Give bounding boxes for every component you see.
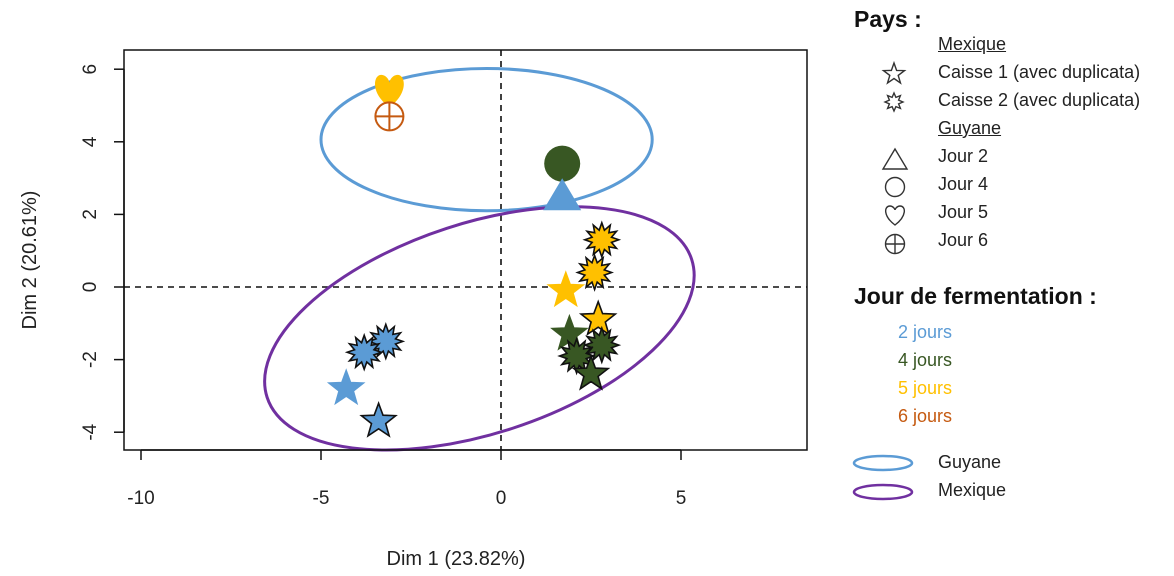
point-star-12 (571, 353, 611, 391)
point-burst-6 (575, 253, 614, 292)
pca-plot: -10 -5 0 5 6 4 2 0 -2 -4 Dim 1 (23.82%) Dim 2 (2… (19, 49, 808, 570)
ellipse-mexique (263, 205, 696, 452)
circle-outline-icon (884, 176, 906, 198)
triangle-outline-icon (881, 147, 909, 170)
y-tick-label: -4 (80, 423, 101, 440)
y-tick-label: 0 (80, 282, 101, 293)
legend-ellipse-mexique: Mexique (938, 480, 1007, 500)
x-axis-label: Dim 1 (23.82%) (387, 548, 526, 570)
legend-4-jours: 4 jours (898, 350, 953, 370)
plot-frame (123, 49, 808, 451)
point-burst-14 (344, 332, 384, 372)
point-burst-5 (582, 220, 622, 260)
legend-ellipse-guyane: Guyane (938, 452, 1002, 472)
point-star-15 (326, 368, 366, 406)
legend-mexique-subtitle: Mexique (938, 34, 1007, 54)
point-circle-3 (544, 145, 581, 182)
reference-lines (124, 50, 807, 450)
y-tick-label: -2 (80, 351, 101, 368)
legend-guyane-subtitle: Guyane (938, 118, 1002, 138)
point-star-7 (546, 270, 586, 308)
legend-2-jours: 2 jours (898, 322, 953, 342)
legend-fermentation-title: Jour de fermentation : (854, 283, 1097, 309)
data-points (326, 74, 622, 438)
point-star-16 (359, 400, 398, 438)
point-circle-cross-2 (374, 101, 405, 132)
y-axis-label: Dim 2 (20.61%) (19, 191, 41, 330)
burst-outline-icon (883, 91, 905, 113)
star-outline-icon (881, 60, 907, 85)
heart-outline-icon (885, 205, 905, 226)
point-triangle-4 (543, 178, 582, 211)
y-tick-label: 6 (80, 64, 101, 75)
point-burst-10 (582, 325, 622, 365)
point-burst-11 (557, 336, 596, 376)
legend-6-jours: 6 jours (898, 406, 953, 426)
legend-caisse1: Caisse 1 (avec duplicata) (938, 62, 1141, 82)
legend-jour4: Jour 4 (938, 174, 989, 194)
ellipse-guyane (319, 66, 654, 213)
point-heart-1 (374, 74, 404, 107)
x-tick-label: -5 (313, 488, 330, 509)
x-tick-label: -10 (127, 488, 154, 509)
y-tick-label: 4 (80, 136, 101, 147)
legend-jour5: Jour 5 (938, 202, 989, 222)
x-axis: -10 -5 0 5 (127, 449, 687, 509)
legend-pays-title: Pays : (854, 6, 922, 32)
x-tick-label: 5 (676, 488, 687, 509)
ellipse-mexique-icon (852, 483, 914, 501)
legend-caisse2: Caisse 2 (avec duplicata) (938, 90, 1141, 110)
legend-jour6: Jour 6 (938, 230, 989, 250)
legend-5-jours: 5 jours (898, 378, 953, 398)
confidence-ellipses (263, 66, 696, 452)
legend-jour2: Jour 2 (938, 146, 989, 166)
point-burst-13 (366, 321, 406, 361)
circle-cross-outline-icon (884, 233, 906, 255)
point-star-8 (578, 299, 618, 337)
legend: Pays : Mexique Caisse 1 (avec duplicata)… (850, 0, 1174, 576)
y-tick-label: 2 (80, 209, 101, 220)
y-axis: 6 4 2 0 -2 -4 (80, 64, 125, 441)
x-tick-label: 0 (496, 488, 507, 509)
ellipse-guyane-icon (852, 454, 914, 472)
